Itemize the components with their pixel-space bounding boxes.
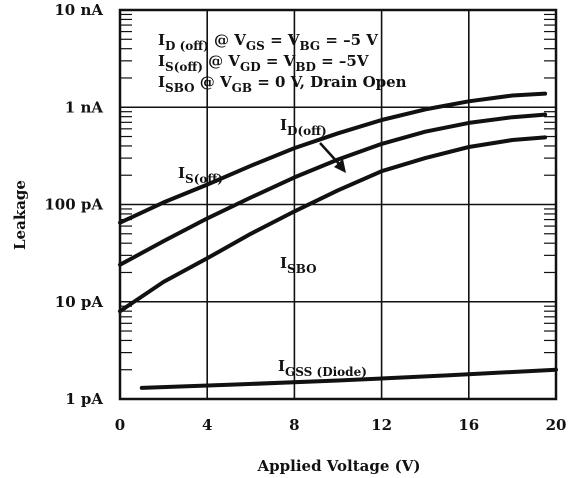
x-tick-label: 20 bbox=[546, 416, 567, 434]
series-layer bbox=[118, 91, 558, 390]
y-tick-labels: 10 nA 1 nA 100 pA 10 pA 1 pA bbox=[44, 1, 103, 408]
y-axis-title: Leakage bbox=[11, 180, 29, 250]
y-tick-label: 100 pA bbox=[44, 196, 103, 214]
x-tick-labels: 0 4 8 12 16 20 bbox=[115, 416, 567, 434]
x-tick-label: 4 bbox=[202, 416, 212, 434]
y-tick-label: 1 pA bbox=[65, 390, 103, 408]
condition-line-1: IS(off) @ VGD = VBD = –5V bbox=[158, 52, 369, 74]
condition-line-0: ID (off) @ VGS = VBG = –5 V bbox=[158, 31, 378, 53]
y-tick-label: 10 nA bbox=[54, 1, 103, 19]
series-label-3: IGSS (Diode) bbox=[278, 357, 367, 379]
x-tick-label: 0 bbox=[115, 416, 125, 434]
series-line-0 bbox=[118, 91, 548, 225]
y-tick-label: 10 pA bbox=[55, 293, 104, 311]
series-labels: IS(off) ID(off) ISBO IGSS (Diode) bbox=[178, 116, 367, 379]
x-tick-label: 16 bbox=[458, 416, 479, 434]
series-label-2: ISBO bbox=[280, 254, 317, 276]
condition-legend: ID (off) @ VGS = VBG = –5 VIS(off) @ VGD… bbox=[158, 31, 407, 95]
x-tick-label: 12 bbox=[371, 416, 392, 434]
series-label-0: IS(off) bbox=[178, 164, 223, 186]
plot-frame bbox=[118, 8, 558, 401]
series-line-2 bbox=[118, 135, 548, 314]
x-axis-title: Applied Voltage (V) bbox=[257, 457, 421, 475]
series-line-1 bbox=[118, 112, 548, 267]
series-line-3 bbox=[139, 367, 558, 390]
x-tick-label: 8 bbox=[289, 416, 299, 434]
condition-line-2: ISBO @ VGB = 0 V, Drain Open bbox=[158, 73, 407, 95]
series-label-1: ID(off) bbox=[280, 116, 327, 138]
y-tick-label: 1 nA bbox=[65, 98, 104, 116]
d-off-arrow bbox=[319, 142, 346, 173]
